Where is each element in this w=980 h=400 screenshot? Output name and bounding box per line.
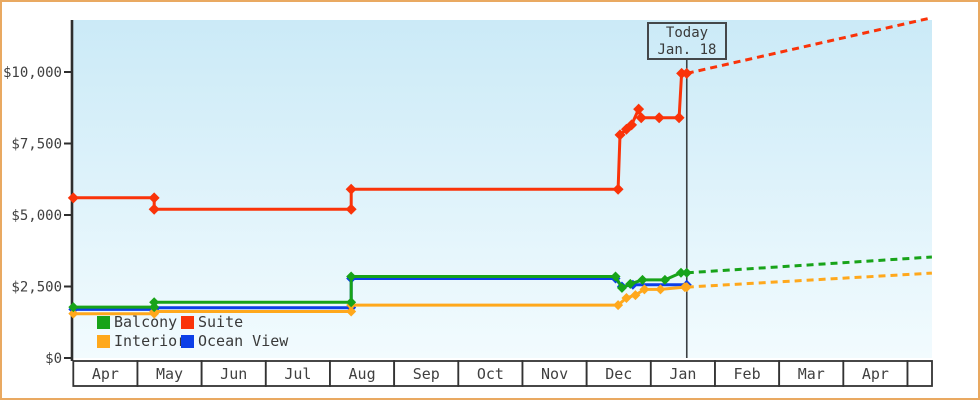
suite-marker (67, 192, 79, 204)
y-tick-label: $2,500 (11, 280, 62, 296)
suite-marker (673, 112, 685, 124)
month-label: Dec (605, 365, 632, 383)
interior-marker (681, 282, 692, 293)
suite-marker (148, 192, 160, 204)
suite-marker (148, 203, 160, 215)
series-balcony (68, 255, 932, 313)
interior-marker (655, 284, 666, 295)
month-label: Sep (413, 365, 440, 383)
month-cell (264, 360, 331, 387)
legend-label-ocean-view: Ocean View (198, 332, 289, 350)
balcony-marker (346, 271, 357, 282)
series-interior (68, 271, 932, 319)
month-label: Apr (92, 365, 119, 383)
series-suite (67, 16, 933, 215)
month-cell (842, 360, 909, 387)
balcony-marker (675, 267, 686, 278)
legend-item-balcony: Balcony (97, 314, 181, 331)
balcony-projection-line (686, 255, 932, 275)
balcony-marker (610, 271, 621, 282)
today-label: Today (665, 25, 709, 41)
month-label: Apr (862, 365, 889, 383)
suite-marker (681, 67, 693, 79)
month-label: Jul (284, 365, 311, 383)
legend-label-suite: Suite (198, 313, 244, 331)
y-axis-ticks: $0 $2,500 $5,000 $7,500 $10,000 (3, 65, 72, 367)
month-cell (778, 360, 845, 387)
interior-marker (613, 300, 624, 311)
interior-swatch-icon (97, 335, 110, 348)
interior-marker (630, 290, 641, 301)
balcony-marker (637, 274, 648, 285)
month-cell (393, 360, 460, 387)
balcony-marker (68, 302, 79, 313)
month-label: Feb (734, 365, 761, 383)
y-tick-label: $0 (45, 351, 62, 367)
interior-marker (68, 308, 79, 319)
month-label: Mar (798, 365, 825, 383)
month-label: Aug (349, 365, 376, 383)
chart-legend: Balcony Suite Interior Ocean View (97, 314, 288, 350)
month-label: Jan (669, 365, 696, 383)
month-cell (200, 360, 267, 387)
month-label: Oct (477, 365, 504, 383)
interior-marker (346, 306, 357, 317)
legend-item-ocean-view: Ocean View (181, 333, 288, 350)
today-date: Jan. 18 (657, 42, 717, 58)
ocean-view-swatch-icon (181, 335, 194, 348)
balcony-marker (149, 297, 160, 308)
month-label: Nov (541, 365, 568, 383)
suite-swatch-icon (181, 316, 194, 329)
suite-marker (345, 183, 357, 195)
interior-projection-line (686, 271, 932, 289)
month-label: May (156, 365, 183, 383)
month-cell (329, 360, 396, 387)
suite-marker (614, 129, 626, 141)
month-cell (906, 360, 933, 387)
month-label: Jun (220, 365, 247, 383)
balcony-marker (346, 297, 357, 308)
month-cell (585, 360, 652, 387)
suite-projection-line (686, 16, 933, 75)
interior-marker (621, 292, 632, 303)
balcony-marker (625, 278, 636, 289)
month-axis-table: Apr May Jun Jul Aug Sep Oct Nov Dec Jan Feb Mar Apr (72, 360, 933, 387)
suite-marker (653, 112, 665, 124)
y-tick-label: $7,500 (11, 137, 62, 153)
suite-marker (635, 112, 647, 124)
month-cell (72, 360, 139, 387)
y-tick-label: $5,000 (11, 208, 62, 224)
balcony-marker (616, 282, 627, 293)
balcony-marker (659, 274, 670, 285)
legend-item-suite: Suite (181, 314, 288, 331)
legend-label-balcony: Balcony (114, 313, 178, 331)
legend-label-interior: Interior (114, 332, 187, 350)
month-cell (649, 360, 716, 387)
y-tick-label: $10,000 (3, 65, 62, 81)
suite-marker (633, 103, 645, 115)
balcony-swatch-icon (97, 316, 110, 329)
suite-marker (345, 203, 357, 215)
balcony-marker (681, 267, 692, 278)
suite-marker (626, 119, 638, 131)
interior-marker (639, 284, 650, 295)
month-cell (714, 360, 781, 387)
today-annotation: Today Jan. 18 (647, 22, 727, 60)
legend-item-interior: Interior (97, 333, 186, 350)
suite-marker (612, 183, 624, 195)
